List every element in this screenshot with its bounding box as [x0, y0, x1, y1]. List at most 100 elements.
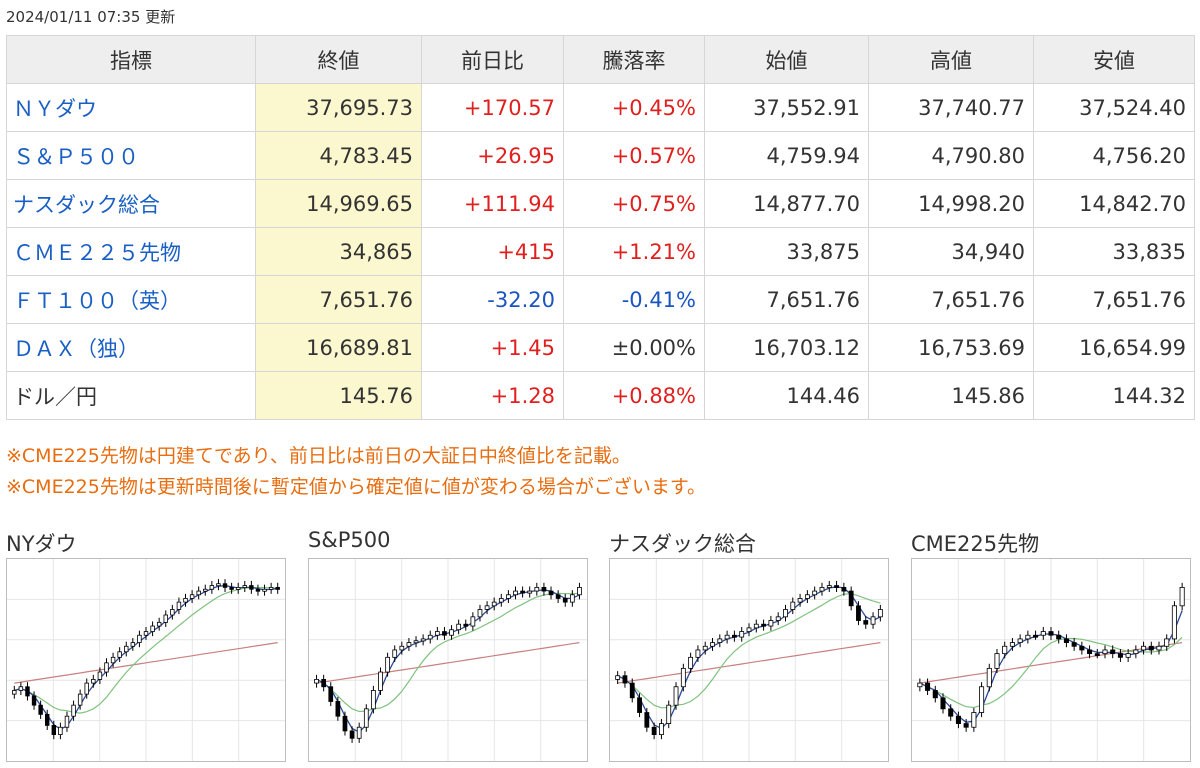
- candle-body: [1179, 586, 1185, 607]
- candle-body: [925, 682, 931, 691]
- candle-body: [870, 616, 876, 625]
- change-value: -32.20: [421, 275, 564, 324]
- candle-body: [673, 686, 679, 706]
- candle-body: [117, 651, 122, 658]
- candle-body: [484, 605, 490, 610]
- index-name-link[interactable]: ＣＭＥ２２５先物: [6, 227, 256, 276]
- candle-body: [470, 616, 476, 627]
- low-value: 37,524.40: [1033, 83, 1195, 132]
- candle-body: [1071, 642, 1077, 647]
- table-row: ＦＴ１００（英） 7,651.76 -32.20 -0.41% 7,651.76…: [6, 275, 1195, 324]
- candle-body: [932, 690, 938, 699]
- chart-nasdaq[interactable]: [609, 558, 889, 762]
- candle-body: [555, 594, 561, 599]
- candle-body: [235, 586, 241, 590]
- candle-body: [548, 590, 554, 596]
- candle-body: [262, 588, 267, 592]
- candle-body: [371, 690, 376, 710]
- high-value: 34,940: [868, 227, 1034, 276]
- candle-body: [513, 590, 518, 596]
- candle-body: [349, 730, 355, 739]
- high-value: 4,790.80: [868, 131, 1034, 180]
- candle-body: [420, 638, 426, 642]
- candle-body: [702, 645, 708, 651]
- change-rate-value: -0.41%: [563, 275, 705, 324]
- ma-long-line: [14, 642, 278, 684]
- candle-body: [986, 667, 992, 688]
- open-value: 14,877.70: [704, 179, 869, 228]
- candle-body: [143, 631, 149, 636]
- index-name-link[interactable]: ＦＴ１００（英）: [6, 275, 256, 324]
- candle-body: [130, 642, 136, 647]
- candle-body: [710, 642, 715, 647]
- candlestick-chart: [7, 559, 285, 761]
- candle-body: [18, 686, 24, 691]
- candle-body: [64, 715, 70, 728]
- ma-long-line: [919, 642, 1183, 684]
- candle-body: [229, 586, 234, 590]
- candle-body: [491, 601, 497, 607]
- ma-long-line: [617, 642, 881, 684]
- candle-body: [841, 586, 847, 592]
- ma-mid-line: [14, 587, 278, 714]
- index-name-link[interactable]: ＤＡＸ（独）: [6, 323, 256, 372]
- candle-body: [456, 623, 462, 631]
- close-value: 145.76: [255, 371, 422, 420]
- index-name-link[interactable]: ＮＹダウ: [6, 83, 256, 132]
- candle-body: [183, 598, 188, 603]
- index-name-link[interactable]: ナスダック総合: [6, 179, 256, 228]
- low-value: 144.32: [1033, 371, 1195, 420]
- candle-body: [222, 583, 228, 588]
- candle-body: [71, 704, 76, 717]
- candle-body: [1056, 634, 1062, 640]
- candle-body: [1141, 645, 1147, 651]
- candle-body: [917, 682, 923, 688]
- candle-body: [84, 682, 89, 695]
- candle-body: [1002, 645, 1008, 655]
- note-cme-provisional: ※CME225先物は更新時間後に暫定値から確定値に値が変わる場合がございます。: [6, 476, 706, 498]
- header-close: 終値: [255, 35, 422, 84]
- candle-body: [268, 586, 274, 590]
- candle-body: [731, 634, 737, 638]
- header-change: 前日比: [421, 35, 564, 84]
- candle-body: [577, 586, 582, 596]
- candle-body: [804, 594, 810, 599]
- high-value: 16,753.69: [868, 323, 1034, 372]
- low-value: 14,842.70: [1033, 179, 1195, 228]
- candle-body: [1094, 653, 1100, 657]
- change-value: +111.94: [421, 179, 564, 228]
- low-value: 7,651.76: [1033, 275, 1195, 324]
- candle-body: [971, 712, 977, 728]
- chart-sp500[interactable]: [308, 558, 588, 762]
- candle-body: [1017, 638, 1023, 643]
- candle-body: [45, 713, 50, 726]
- open-value: 4,759.94: [704, 131, 869, 180]
- close-value: 4,783.45: [255, 131, 422, 180]
- change-rate-value: +0.75%: [563, 179, 705, 228]
- candle-body: [137, 634, 142, 643]
- candle-body: [1110, 649, 1116, 655]
- candle-body: [463, 623, 469, 627]
- candle-body: [25, 686, 30, 697]
- candle-body: [826, 585, 832, 588]
- update-timestamp: 2024/01/11 07:35 更新: [6, 8, 176, 26]
- candlestick-chart: [610, 559, 888, 761]
- header-open: 始値: [704, 35, 869, 84]
- high-value: 145.86: [868, 371, 1034, 420]
- change-rate-value: +0.88%: [563, 371, 705, 420]
- chart-cme225[interactable]: [911, 558, 1191, 762]
- candle-body: [863, 620, 869, 625]
- close-value: 34,865: [255, 227, 422, 276]
- index-name-link[interactable]: Ｓ＆Ｐ５００: [6, 131, 256, 180]
- candle-body: [541, 586, 547, 592]
- candle-body: [562, 598, 568, 603]
- chart-nydow[interactable]: [6, 558, 286, 762]
- header-low: 安値: [1033, 35, 1195, 84]
- candle-body: [1117, 653, 1123, 658]
- ma-mid-line: [316, 592, 580, 713]
- candle-body: [1079, 645, 1085, 651]
- candle-body: [38, 704, 43, 715]
- candle-body: [1171, 605, 1177, 640]
- candle-body: [569, 594, 575, 603]
- open-value: 33,875: [704, 227, 869, 276]
